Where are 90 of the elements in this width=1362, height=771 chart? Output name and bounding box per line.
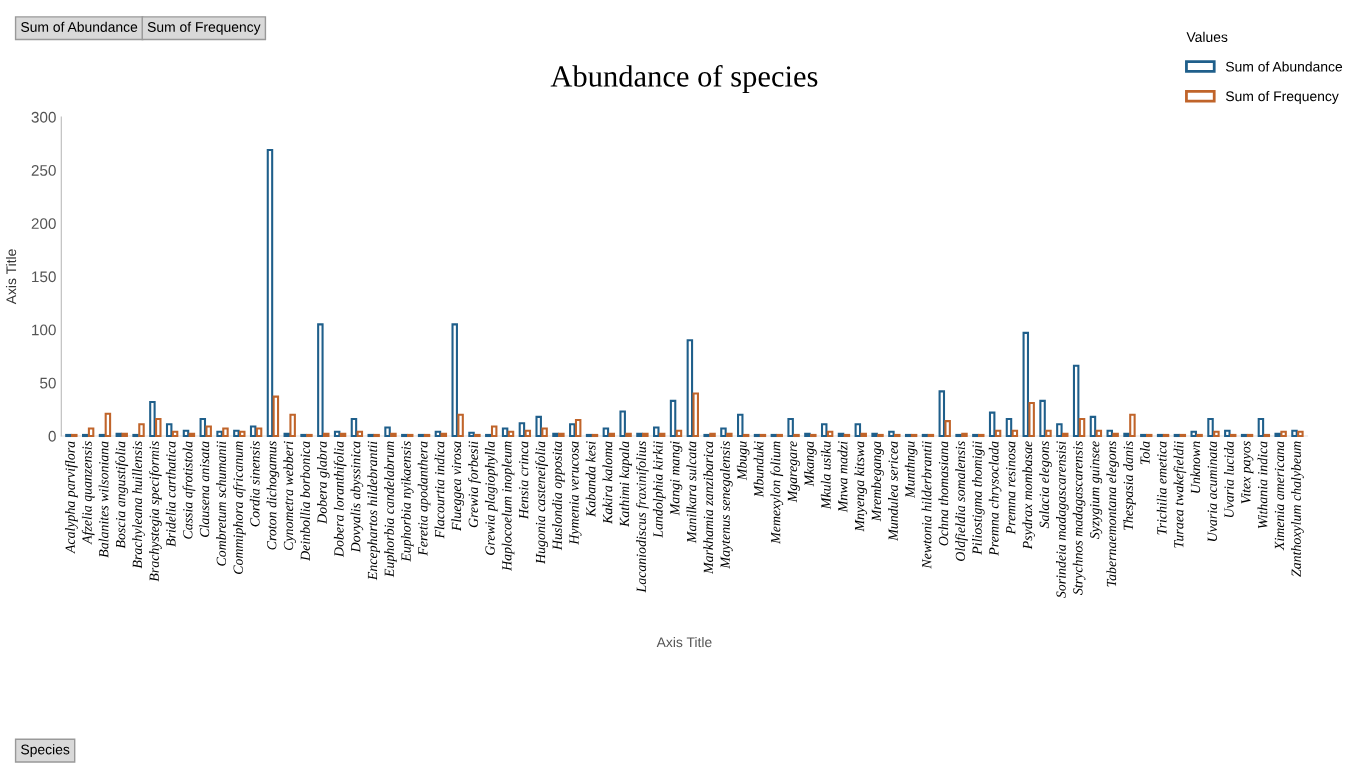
x-tick-label: Mkanga bbox=[804, 441, 817, 487]
x-tick-label: Manilkara sulcata bbox=[686, 441, 697, 544]
x-tick-label: Afzelia quanzensis bbox=[81, 441, 95, 545]
x-tick-label: Grewia plagiophylla bbox=[484, 441, 498, 555]
x-tick-label: Oldfieldia somalensis bbox=[955, 441, 968, 561]
x-tick-label: Clausena anisata bbox=[199, 441, 210, 537]
x-tick-label: Euphorbia nyikaensis bbox=[400, 441, 414, 562]
x-tick-label: Piliostigma thomigii bbox=[972, 441, 985, 555]
x-tick-label: Tola bbox=[1139, 441, 1150, 465]
x-tick-label: Mangi mangi bbox=[670, 441, 683, 516]
x-tick-label: Bridelia carthatica bbox=[165, 441, 176, 547]
x-tick-label: Tabernaemontana elegons bbox=[1106, 441, 1119, 587]
legend-title: Values bbox=[1186, 31, 1228, 42]
x-tick-label: Uvaria acuminata bbox=[1207, 441, 1217, 542]
x-tick-label: Markhamia zanzibarica bbox=[703, 441, 714, 575]
x-tick-label: Dobera loranthifolia bbox=[333, 441, 347, 558]
x-tick-label: Mnwa madzi bbox=[837, 441, 848, 513]
text: Sum of Abundance bbox=[21, 21, 138, 32]
x-tick-label: Maytenus senegalensis bbox=[720, 441, 733, 569]
x-tick-label: Mbunduki bbox=[753, 441, 764, 498]
x-tick-label: Haplocoelum inopleum bbox=[501, 441, 515, 571]
x-tick-label: Ximenia americana bbox=[1274, 441, 1285, 551]
x-tick-label: Mgaregare bbox=[787, 441, 800, 503]
x-tick-label: Combretum schumanii bbox=[216, 441, 227, 566]
x-tick-label: Mundulea sericea bbox=[888, 441, 898, 541]
x-tick-label: Hensia crinca bbox=[518, 441, 529, 520]
x-tick-label: Boscia angustifolia bbox=[115, 441, 129, 549]
x-tick-label: Vitex payos bbox=[1241, 441, 1254, 504]
x-axis-title: Axis Title bbox=[656, 636, 712, 648]
x-tick-label: Mbugu bbox=[736, 441, 750, 481]
x-tick-label: Kabanda kesi bbox=[585, 441, 596, 518]
x-tick-label: Hugonia casteneifolia bbox=[535, 441, 549, 565]
x-tick-label: Croton dichogamus bbox=[266, 441, 280, 550]
x-tick-label: Munthngu bbox=[904, 441, 918, 499]
x-tick-label: Newtonia hilderbrantii bbox=[921, 441, 932, 569]
x-tick-label: Dobera glabra bbox=[317, 441, 330, 524]
x-tick-label: Uvaria lucida bbox=[1223, 441, 1234, 518]
x-tick-label: Flueggea virosa bbox=[451, 441, 464, 532]
x-tick-label: Mkula usiku bbox=[820, 441, 831, 510]
x-tick-label: Syzygium guinsee bbox=[1090, 441, 1103, 540]
x-tick-label: Turaea twakefieldii bbox=[1173, 441, 1187, 548]
text: Species bbox=[21, 744, 70, 758]
x-tick-label: Landolphia kirkii bbox=[652, 441, 666, 538]
x-tick-label: Premna chrysoclada bbox=[988, 441, 1002, 556]
x-tick-label: Mnyenga kitswa bbox=[854, 441, 868, 532]
chart-title: Abundance of species bbox=[550, 64, 818, 93]
x-tick-label: Withania indica bbox=[1257, 441, 1268, 529]
x-tick-label: Brachystegia speciformis bbox=[148, 441, 162, 582]
x-tick-label: Feretia apodanthera bbox=[417, 441, 431, 556]
x-tick-label: Lacaniodiscus fraxinifolius bbox=[636, 441, 649, 593]
x-tick-label: Acalypha parviflora bbox=[64, 441, 78, 554]
x-tick-label: Deinbollia borbonica bbox=[300, 441, 310, 561]
y-tick-label: 200 bbox=[31, 218, 56, 230]
x-tick-label: Huslondia opposita bbox=[552, 441, 565, 551]
x-tick-label: Cordia sinensis bbox=[249, 441, 260, 527]
x-tick-label: Zanthoxylum chalybeum bbox=[1291, 441, 1304, 577]
x-tick-label: Balanites wilsoniana bbox=[98, 441, 109, 558]
y-tick-label: 50 bbox=[40, 377, 56, 389]
x-tick-label: Premna resinosa bbox=[1006, 441, 1016, 535]
x-tick-label: Euphorbia candelabrum bbox=[384, 441, 397, 578]
y-tick-label: 250 bbox=[31, 165, 56, 176]
x-tick-label: Kakira kaloma bbox=[602, 441, 613, 524]
y-tick-label: 150 bbox=[32, 271, 56, 283]
legend-label: Sum of Frequency bbox=[1225, 91, 1339, 104]
x-tick-label: Encephartos hildebrantii bbox=[367, 441, 380, 581]
x-tick-label: Unknown bbox=[1190, 441, 1201, 493]
x-tick-label: Sorindeia madagascarensisi bbox=[1056, 441, 1069, 598]
x-tick-label: Kathimi kapala bbox=[619, 441, 632, 528]
x-tick-label: Cassia afrotistola bbox=[182, 441, 196, 539]
x-tick-label: Mrembeganga bbox=[871, 441, 884, 522]
x-tick-label: Thespasia danis bbox=[1123, 441, 1136, 530]
text: Sum of Frequency bbox=[147, 21, 261, 35]
x-tick-label: Hymenia verucosa bbox=[569, 441, 582, 545]
x-tick-label: Brachyleana huillensis bbox=[132, 441, 145, 569]
y-tick-label: 100 bbox=[32, 324, 56, 336]
y-tick-label: 0 bbox=[48, 430, 56, 442]
y-tick-label: 300 bbox=[31, 111, 56, 123]
x-tick-label: Salacia elegons bbox=[1039, 441, 1052, 529]
y-axis-title: Axis Title bbox=[5, 249, 17, 305]
x-tick-label: Strychnos madagascarensis bbox=[1072, 441, 1086, 595]
x-tick-label: Psydrax mombasae bbox=[1022, 441, 1036, 550]
x-tick-label: Trichilia emetica bbox=[1156, 441, 1167, 535]
x-tick-label: Ochna thomasiana bbox=[938, 441, 949, 546]
legend-label: Sum of Abundance bbox=[1225, 61, 1343, 72]
x-tick-label: Flacourtia indica bbox=[434, 441, 445, 539]
x-tick-label: Memexylon folium bbox=[770, 441, 784, 544]
x-tick-label: Grewia forbesii bbox=[468, 441, 481, 528]
x-tick-label: Dovyalis abyssinica bbox=[350, 441, 364, 553]
x-tick-label: Commiphora africanum bbox=[232, 441, 246, 574]
x-tick-label: Cynometra webberi bbox=[283, 441, 297, 551]
